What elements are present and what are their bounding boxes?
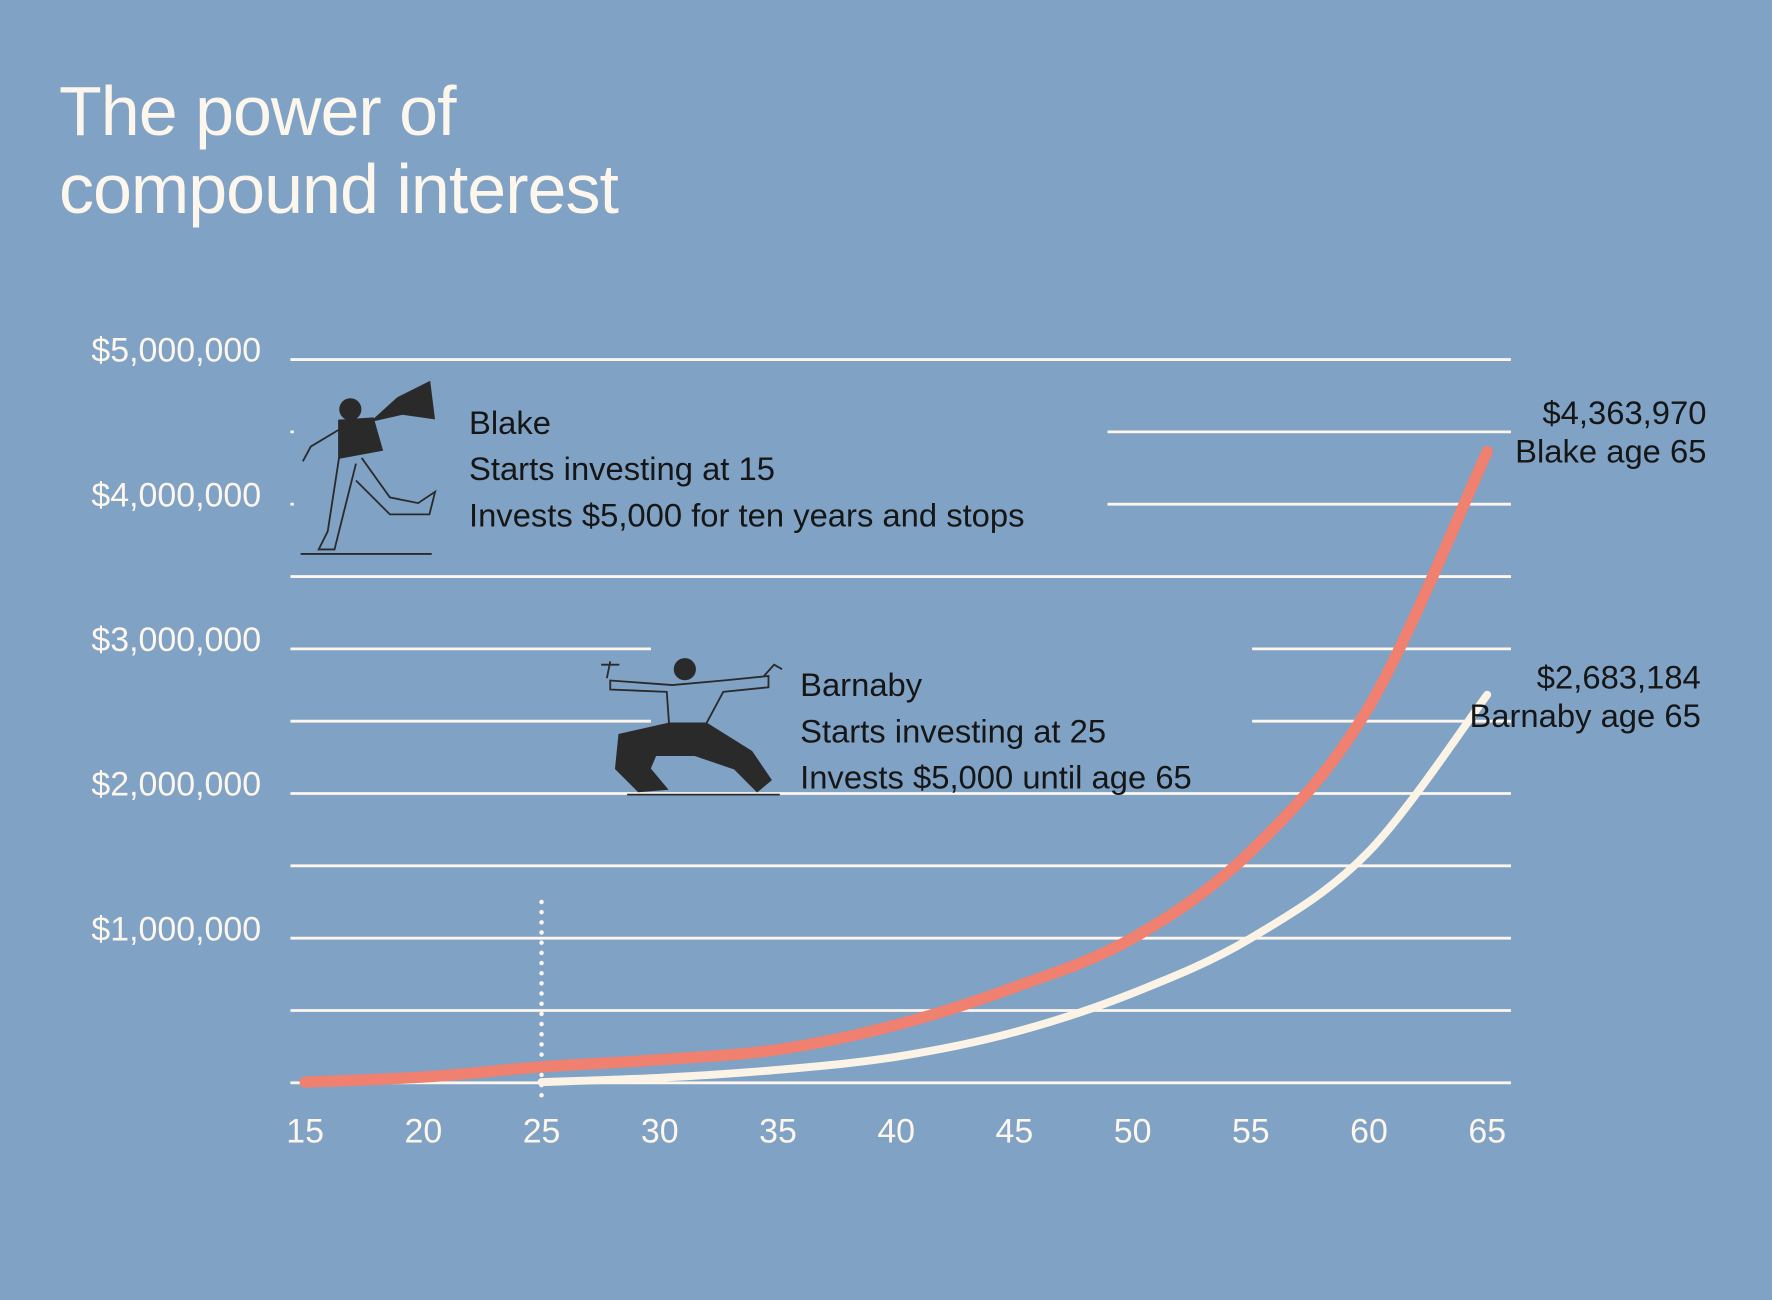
series-note: Invests $5,000 until age 65 bbox=[800, 759, 1192, 796]
series-name: Blake bbox=[469, 404, 551, 441]
x-tick-label: 65 bbox=[1468, 1113, 1506, 1151]
y-tick-label: $2,000,000 bbox=[91, 766, 261, 804]
x-tick-label: 15 bbox=[286, 1113, 324, 1151]
y-tick-label: $3,000,000 bbox=[91, 621, 261, 659]
y-tick-label: $4,000,000 bbox=[91, 476, 261, 514]
end-note: Barnaby age 65 bbox=[1469, 697, 1700, 734]
x-tick-label: 50 bbox=[1114, 1113, 1152, 1151]
series-name: Barnaby bbox=[800, 666, 923, 703]
y-tick-label: $1,000,000 bbox=[91, 910, 261, 948]
x-tick-label: 40 bbox=[877, 1113, 915, 1151]
x-tick-label: 55 bbox=[1232, 1113, 1270, 1151]
x-tick-label: 25 bbox=[523, 1113, 561, 1151]
y-tick-label: $5,000,000 bbox=[91, 332, 261, 370]
x-tick-label: 35 bbox=[759, 1113, 797, 1151]
series-note: Invests $5,000 for ten years and stops bbox=[469, 496, 1025, 533]
value-label: $2,683,184 bbox=[1537, 659, 1701, 696]
series-note: Starts investing at 15 bbox=[469, 450, 775, 487]
x-tick-label: 45 bbox=[996, 1113, 1034, 1151]
x-tick-label: 30 bbox=[641, 1113, 679, 1151]
x-tick-label: 20 bbox=[404, 1113, 442, 1151]
value-label: $4,363,970 bbox=[1542, 394, 1706, 431]
illustration bbox=[601, 658, 783, 796]
annotation-background bbox=[650, 633, 1253, 735]
series-line bbox=[299, 445, 1493, 1088]
x-tick-label: 60 bbox=[1350, 1113, 1388, 1151]
series-line bbox=[537, 690, 1492, 1087]
illustration bbox=[300, 380, 437, 555]
end-note: Blake age 65 bbox=[1515, 432, 1706, 469]
series-note: Starts investing at 25 bbox=[800, 712, 1106, 749]
chart-title: The power of compound interest bbox=[59, 72, 619, 229]
